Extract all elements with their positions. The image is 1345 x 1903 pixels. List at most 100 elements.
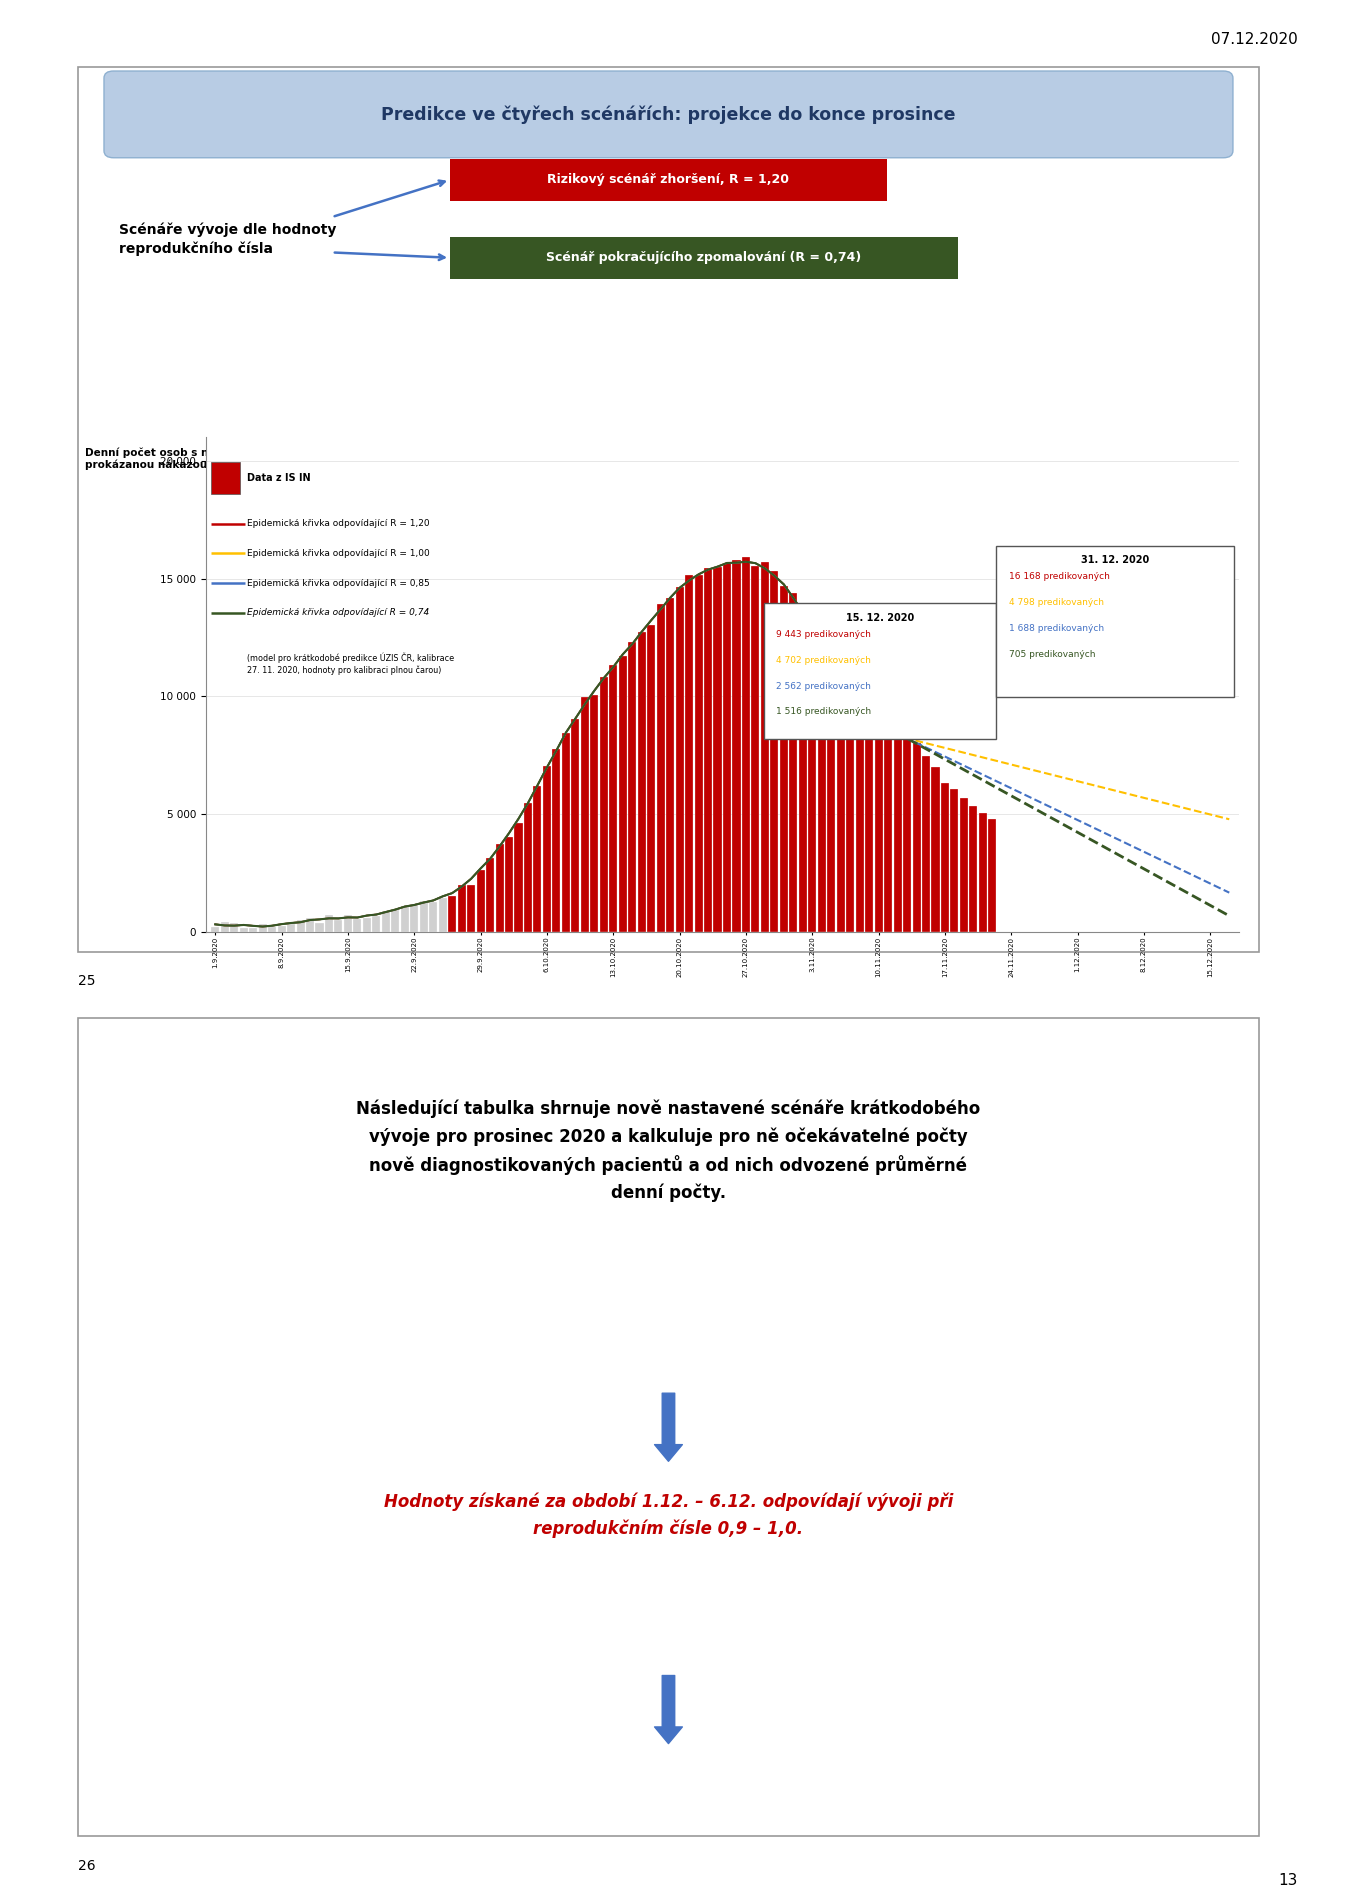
Bar (703, 567, 712, 932)
FancyBboxPatch shape (451, 158, 886, 202)
Text: Epidemická křivka odpovídající R = 1,00: Epidemická křivka odpovídající R = 1,00 (247, 548, 430, 558)
Text: 31. 12. 2020: 31. 12. 2020 (1080, 556, 1149, 565)
Bar (733, 559, 741, 932)
Bar (277, 927, 285, 932)
Bar (666, 598, 674, 932)
Bar (799, 611, 807, 932)
Bar (742, 558, 751, 932)
Text: Predikce ve čtyřech scénářích: projekce do konce prosince: Predikce ve čtyřech scénářích: projekce … (381, 105, 956, 124)
Bar (486, 858, 494, 932)
Bar (874, 708, 882, 932)
Text: Rizikový scénář zhoršení, R = 1,20: Rizikový scénář zhoršení, R = 1,20 (547, 173, 790, 186)
Text: Epidemická křivka odpovídající R = 1,20: Epidemická křivka odpovídající R = 1,20 (247, 520, 430, 529)
Bar (865, 704, 873, 932)
Bar (638, 632, 646, 932)
FancyBboxPatch shape (78, 1018, 1259, 1836)
Bar (572, 719, 580, 932)
Bar (941, 782, 950, 932)
Bar (410, 906, 418, 932)
Bar (363, 917, 371, 932)
Bar (912, 744, 920, 932)
Bar (656, 603, 664, 932)
Bar (790, 594, 798, 932)
Bar (515, 822, 523, 932)
Bar (211, 927, 219, 932)
FancyBboxPatch shape (764, 603, 997, 738)
Bar (239, 929, 247, 932)
Bar (713, 567, 721, 932)
Bar (827, 657, 835, 932)
Bar (495, 845, 503, 932)
Bar (401, 906, 409, 932)
Text: 4 702 predikovaných: 4 702 predikovaných (776, 657, 870, 664)
Bar (553, 748, 561, 932)
Bar (685, 575, 693, 932)
Bar (438, 898, 447, 932)
Text: Scénáře vývoje dle hodnoty
reprodukčního čísla: Scénáře vývoje dle hodnoty reprodukčního… (120, 223, 336, 257)
Bar (325, 915, 334, 932)
Bar (600, 677, 608, 932)
FancyBboxPatch shape (997, 546, 1233, 696)
Bar (902, 735, 911, 932)
Bar (373, 915, 381, 932)
FancyBboxPatch shape (78, 67, 1259, 952)
Bar (230, 923, 238, 932)
Text: 705 predikovaných: 705 predikovaných (1010, 649, 1096, 658)
Bar (457, 885, 465, 932)
Bar (761, 563, 769, 932)
Bar (543, 765, 551, 932)
Text: Epidemická křivka odpovídající R = 0,85: Epidemická křivka odpovídající R = 0,85 (247, 579, 430, 588)
Bar (932, 767, 940, 932)
Bar (335, 921, 343, 932)
Bar (921, 755, 929, 932)
Text: (model pro krátkodobé predikce ÚZIS ČR, kalibrace
27. 11. 2020, hodnoty pro kali: (model pro krátkodobé predikce ÚZIS ČR, … (247, 653, 455, 676)
Bar (562, 733, 570, 932)
Bar (628, 641, 636, 932)
FancyArrowPatch shape (655, 1393, 682, 1462)
Bar (752, 567, 760, 932)
Text: 15. 12. 2020: 15. 12. 2020 (846, 613, 915, 622)
Text: 16 168 predikovaných: 16 168 predikovaných (1010, 573, 1111, 580)
Bar (694, 575, 702, 932)
Bar (818, 641, 826, 932)
Bar (884, 725, 892, 932)
Text: Hodnoty získané za období 1.12. – 6.12. odpovídají vývoji při
reprodukčním čísle: Hodnoty získané za období 1.12. – 6.12. … (383, 1492, 954, 1538)
Bar (296, 921, 304, 932)
Text: 2 562 predikovaných: 2 562 predikovaných (776, 681, 870, 691)
Text: 25: 25 (78, 974, 95, 988)
Bar (619, 657, 627, 932)
Bar (354, 919, 362, 932)
Bar (316, 923, 324, 932)
Text: 9 443 predikovaných: 9 443 predikovaných (776, 630, 870, 639)
FancyArrowPatch shape (655, 1675, 682, 1743)
Bar (391, 910, 399, 932)
Bar (534, 786, 542, 932)
Bar (647, 626, 655, 932)
Text: 1 688 predikovaných: 1 688 predikovaných (1010, 624, 1104, 634)
FancyBboxPatch shape (104, 70, 1233, 158)
Bar (382, 910, 390, 932)
Bar (268, 927, 276, 932)
Bar (960, 797, 968, 932)
Bar (970, 805, 978, 932)
Bar (808, 630, 816, 932)
Text: 1 516 predikovaných: 1 516 predikovaných (776, 708, 872, 717)
Bar (989, 818, 997, 932)
Text: Denní počet osob s nově
prokázanou nákazou COVID-19: Denní počet osob s nově prokázanou nákaz… (85, 447, 266, 470)
Bar (448, 896, 456, 932)
Bar (467, 885, 475, 932)
Text: Scénář pokračujícího zpomalování (R = 0,74): Scénář pokračujícího zpomalování (R = 0,… (546, 251, 862, 265)
Bar (979, 813, 987, 932)
Text: 26: 26 (78, 1859, 95, 1873)
Text: Epidemická křivka odpovídající R = 0,74: Epidemická křivka odpovídající R = 0,74 (247, 609, 429, 617)
Bar (581, 696, 589, 932)
Bar (780, 586, 788, 932)
Bar (525, 803, 533, 932)
Text: Data z IS IN: Data z IS IN (247, 472, 311, 483)
Bar (609, 666, 617, 932)
Text: Následující tabulka shrnuje nově nastavené scénáře krátkodobého
vývoje pro prosi: Následující tabulka shrnuje nově nastave… (356, 1100, 981, 1203)
Bar (855, 685, 863, 932)
Bar (420, 900, 428, 932)
Bar (476, 870, 484, 932)
Bar (307, 917, 313, 932)
